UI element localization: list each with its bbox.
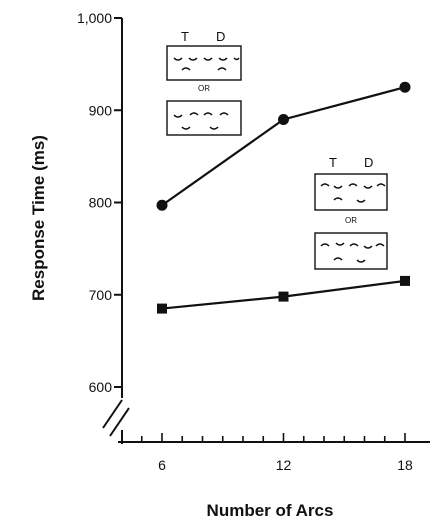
- y-tick-label: 1,000: [77, 10, 112, 26]
- series-layer: [156, 81, 411, 314]
- y-tick-label: 800: [89, 195, 113, 211]
- y-ticks: 600 700 800 900 1,000: [77, 10, 122, 395]
- inset-lower-box-top: [314, 173, 388, 211]
- inset-lower-arcs-bottom: [320, 242, 385, 263]
- x-tick-label: 18: [397, 457, 413, 473]
- inset-lower-or: OR: [345, 216, 357, 225]
- y-tick-label: 900: [89, 102, 113, 118]
- series-0-point-1: [278, 113, 289, 125]
- series-1-point-1: [278, 291, 289, 302]
- inset-upper-arcs-bottom: [173, 112, 229, 130]
- y-axis-title: Response Time (ms): [29, 135, 48, 301]
- inset-lower: T D OR: [314, 155, 388, 270]
- x-tick-label: 6: [158, 457, 166, 473]
- y-tick-label: 700: [89, 287, 113, 303]
- inset-upper-or: OR: [198, 84, 210, 93]
- series-0-point-2: [399, 81, 411, 93]
- inset-lower-distractor-label: D: [364, 155, 373, 170]
- inset-upper-distractor-label: D: [216, 29, 225, 44]
- inset-upper: T D OR: [166, 29, 242, 136]
- series-1-point-0: [157, 303, 167, 314]
- x-axis: [118, 430, 430, 444]
- inset-lower-box-bottom: [314, 232, 388, 270]
- y-tick-label: 600: [89, 379, 113, 395]
- x-tick-label: 12: [276, 457, 292, 473]
- inset-upper-box-bottom: [166, 100, 242, 136]
- x-axis-title: Number of Arcs: [207, 501, 334, 520]
- x-ticks: 6 12 18: [140, 433, 413, 473]
- inset-upper-arcs-top: [173, 57, 240, 71]
- inset-lower-target-label: T: [329, 155, 337, 170]
- inset-upper-target-label: T: [181, 29, 189, 44]
- inset-upper-box-top: [166, 45, 242, 81]
- inset-lower-arcs-top: [320, 183, 386, 203]
- series-0-point-0: [156, 199, 168, 211]
- series-1-point-2: [400, 275, 410, 286]
- axis-break: [102, 399, 130, 437]
